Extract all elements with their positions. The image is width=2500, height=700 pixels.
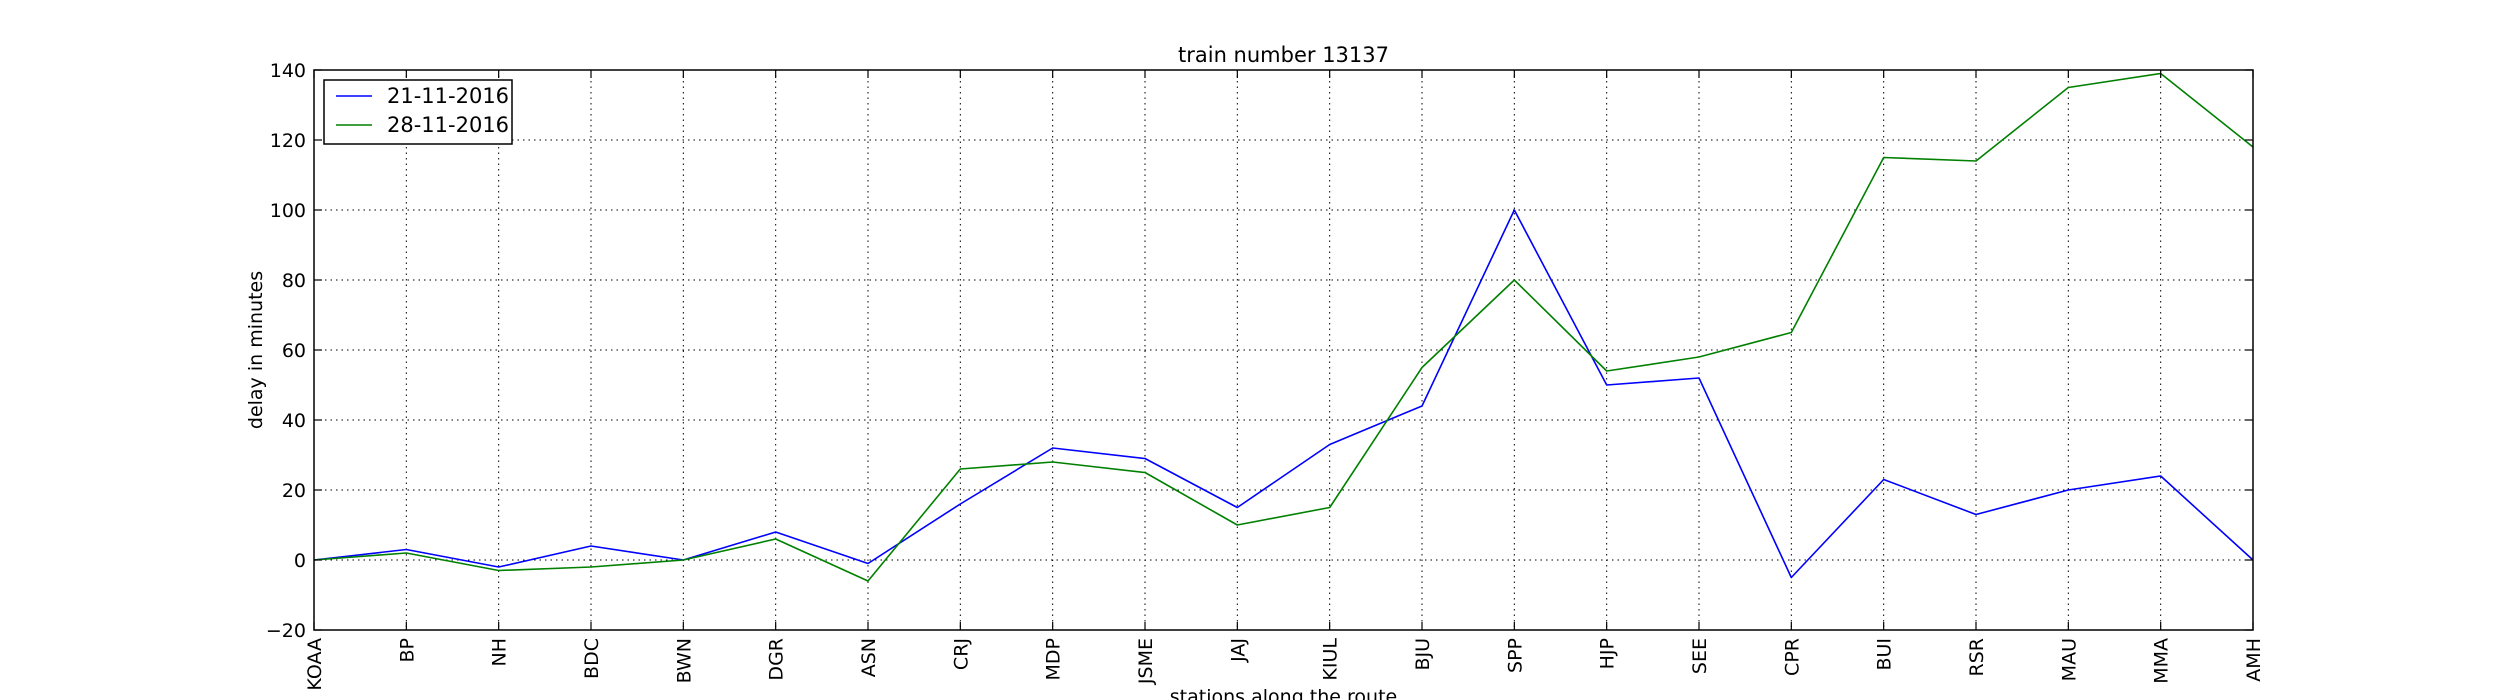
x-tick-label: ASN bbox=[858, 638, 880, 677]
series-lines bbox=[313, 72, 2254, 582]
x-tick-label: JAJ bbox=[1227, 638, 1249, 663]
x-tick-label: JSME bbox=[1135, 638, 1157, 685]
x-tick-label: CPR bbox=[1781, 638, 1803, 676]
legend-label-series-2: 28-11-2016 bbox=[387, 113, 509, 137]
chart-title: train number 13137 bbox=[1178, 43, 1389, 67]
y-tick-label: 60 bbox=[282, 340, 306, 362]
y-tick-label: 140 bbox=[270, 60, 306, 82]
x-tick-label: AMH bbox=[2243, 638, 2265, 682]
x-tick-label: KOAA bbox=[304, 638, 326, 691]
x-tick-label: SPP bbox=[1504, 638, 1526, 673]
x-tick-label: KIUL bbox=[1320, 638, 1342, 681]
x-tick-label: NH bbox=[489, 638, 511, 667]
y-tick-label: 0 bbox=[294, 550, 306, 572]
y-tick-label: 120 bbox=[270, 130, 306, 152]
x-tick-label: DGR bbox=[766, 638, 788, 681]
x-tick-label: HJP bbox=[1597, 638, 1619, 669]
x-tick-label: SEE bbox=[1689, 638, 1711, 674]
legend: 21-11-2016 28-11-2016 bbox=[323, 79, 513, 145]
y-tick-label: 40 bbox=[282, 410, 306, 432]
y-tick-label: 100 bbox=[270, 200, 306, 222]
y-axis-label: delay in minutes bbox=[245, 271, 267, 429]
x-axis-label: stations along the route bbox=[1170, 686, 1397, 700]
x-tick-label: BDC bbox=[581, 638, 603, 679]
x-tick-label: MMA bbox=[2151, 638, 2173, 684]
x-tick-label: BJU bbox=[1412, 638, 1434, 671]
x-tick-label: CRJ bbox=[950, 638, 972, 670]
series-line-1 bbox=[313, 209, 2254, 579]
grid bbox=[314, 70, 2253, 630]
y-tick-label: 20 bbox=[282, 480, 306, 502]
y-tick-label: −20 bbox=[266, 620, 306, 642]
y-tick-label: 80 bbox=[282, 270, 306, 292]
x-axis-ticks: KOAA BP NH BDC BWN DGR ASN CRJ MDP JSME JAJ KIUL BJU… bbox=[304, 70, 2265, 691]
legend-box bbox=[323, 79, 513, 145]
x-tick-label: BWN bbox=[673, 638, 695, 683]
x-tick-label: BUI bbox=[1874, 638, 1896, 671]
y-axis-ticks: −20 0 20 40 60 80 100 120 140 bbox=[266, 60, 2253, 642]
x-tick-label: MDP bbox=[1043, 638, 1065, 680]
x-tick-label: MAU bbox=[2058, 638, 2080, 681]
series-line-2 bbox=[313, 72, 2254, 582]
legend-label-series-1: 21-11-2016 bbox=[387, 84, 509, 108]
x-tick-label: BP bbox=[396, 638, 418, 663]
x-tick-label: RSR bbox=[1966, 638, 1988, 676]
